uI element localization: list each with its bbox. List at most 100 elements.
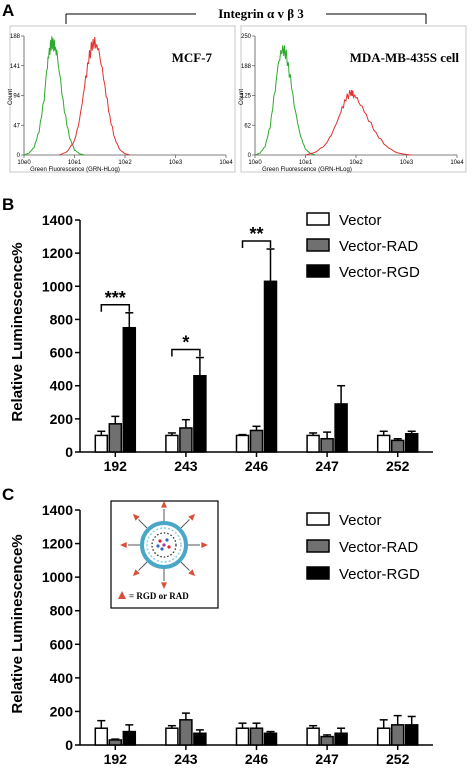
bar-x-tick-label: 192 <box>104 458 128 474</box>
hist-y-tick-label: 141 <box>10 64 21 70</box>
cargo-dot <box>158 539 162 543</box>
cargo-dot <box>156 544 160 548</box>
ligand-triangle <box>201 542 208 548</box>
legend-swatch <box>306 264 330 278</box>
hist-x-tick-label: 10e2 <box>349 160 363 166</box>
hist-x-tick-label: 10e1 <box>299 160 313 166</box>
bar-y-tick-label: 200 <box>50 703 74 719</box>
bar-y-tick-label: 1000 <box>42 278 73 294</box>
hist-x-tick-label: 10e0 <box>248 160 262 166</box>
bar <box>390 724 405 746</box>
hist-y-tick-label: 62 <box>244 123 251 129</box>
bar <box>235 434 250 453</box>
bar <box>334 403 348 453</box>
hist-series-line <box>254 45 316 156</box>
integrin-label: Integrin α v β 3 <box>218 6 304 21</box>
bar-y-tick-label: 1200 <box>42 245 73 261</box>
bar <box>165 434 179 453</box>
particle-core-ring <box>151 532 177 558</box>
legend-swatch <box>306 566 330 580</box>
ligand-triangle <box>188 513 196 521</box>
bar <box>306 727 320 746</box>
bar <box>249 429 264 453</box>
cargo-dot <box>165 538 169 542</box>
legend-label: Vector-RGD <box>339 566 420 583</box>
bar <box>94 727 109 746</box>
bar-y-tick-label: 600 <box>50 636 74 652</box>
bar-y-tick-label: 800 <box>50 603 74 619</box>
ligand-linker <box>180 519 190 529</box>
bar <box>320 437 334 453</box>
hist-y-tick-label: 188 <box>10 34 21 40</box>
integrin-bracket <box>65 13 427 24</box>
hist-x-tick-label: 10e3 <box>169 160 183 166</box>
hist-y-tick-label: 188 <box>241 64 252 70</box>
ligand-triangle <box>132 513 140 521</box>
bar <box>263 732 278 746</box>
histogram-mda-title: MDA-MB-435S cell <box>350 50 460 65</box>
ligand-linker <box>180 561 190 571</box>
hist-x-tick-label: 10e3 <box>400 160 414 166</box>
bar-x-tick-label: 192 <box>104 751 128 767</box>
ligand-triangle <box>132 569 140 577</box>
histogram-mda-ylabel: Count <box>239 89 245 105</box>
inset-caption: = RGD or RAD <box>129 591 189 601</box>
cargo-dot <box>162 543 166 547</box>
bar-y-tick-label: 200 <box>50 411 74 427</box>
bar <box>306 434 320 453</box>
histogram-mcf7-title: MCF-7 <box>172 50 213 65</box>
bar-x-tick-label: 252 <box>386 458 410 474</box>
bar <box>249 727 264 746</box>
histogram-mda: MDA-MB-435S cell Count Green Fluorescenc… <box>239 25 467 173</box>
bar-y-tick-label: 0 <box>65 737 73 753</box>
ligand-triangle <box>161 501 167 508</box>
bar <box>263 280 278 453</box>
hist-series-line <box>305 89 412 156</box>
cargo-dot <box>167 545 171 549</box>
ligand-triangle <box>161 582 167 589</box>
hist-series-line <box>59 37 131 156</box>
legend-label: Vector-RGD <box>339 264 420 281</box>
bar <box>193 375 207 453</box>
ligand-linker <box>138 519 148 529</box>
triangle-legend-icon <box>118 591 126 599</box>
legend-swatch <box>306 238 330 252</box>
histogram-mcf7-ylabel: Count <box>8 89 14 105</box>
bar-x-tick-label: 252 <box>386 751 410 767</box>
histogram-mcf7: MCF-7 Count Green Fluorescence (GRN-HLog… <box>8 25 236 173</box>
cargo-dot <box>160 547 164 551</box>
bar <box>122 730 137 746</box>
hist-series-line <box>23 36 85 156</box>
bar-y-tick-label: 400 <box>50 378 74 394</box>
bar-chart-b-ylabel: Relative Luminescence% <box>9 242 26 421</box>
bar <box>320 735 334 746</box>
bar-x-tick-label: 243 <box>174 751 198 767</box>
bar-x-tick-label: 247 <box>315 458 339 474</box>
panel-label-b: B <box>2 195 14 214</box>
histogram-mda-frame <box>240 25 467 173</box>
ligand-triangle <box>120 542 127 548</box>
legend-label: Vector <box>339 512 382 529</box>
bar-x-tick-label: 247 <box>315 751 339 767</box>
bar <box>235 727 250 746</box>
legend-label: Vector-RAD <box>339 238 418 255</box>
bar-y-tick-label: 1000 <box>42 569 73 585</box>
bar-y-tick-label: 1400 <box>42 212 73 228</box>
bar <box>108 423 123 453</box>
bar-y-tick-label: 1200 <box>42 536 73 552</box>
significance-bracket <box>171 348 201 357</box>
bar <box>122 326 137 453</box>
significance-bracket <box>241 240 272 248</box>
particle-inner-ring <box>146 527 182 563</box>
bar-x-tick-label: 246 <box>245 458 269 474</box>
hist-y-tick-label: 125 <box>241 94 252 100</box>
hist-y-tick-label: 0 <box>248 153 252 159</box>
significance-bracket <box>100 304 131 312</box>
hist-y-tick-label: 0 <box>17 153 21 159</box>
bar <box>376 727 391 746</box>
nanoparticle-inset: = RGD or RAD <box>110 500 219 609</box>
bar <box>94 434 109 453</box>
hist-x-tick-label: 10e1 <box>68 160 82 166</box>
bar <box>334 732 348 746</box>
